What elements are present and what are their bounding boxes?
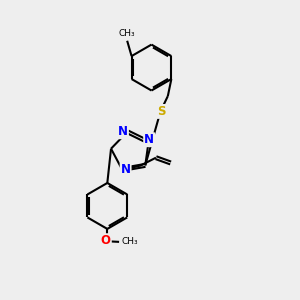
Text: S: S	[157, 105, 165, 118]
Text: N: N	[144, 133, 154, 146]
Text: CH₃: CH₃	[119, 29, 136, 38]
Text: CH₃: CH₃	[122, 237, 138, 246]
Text: O: O	[101, 234, 111, 247]
Text: N: N	[121, 163, 130, 176]
Text: N: N	[118, 125, 128, 138]
